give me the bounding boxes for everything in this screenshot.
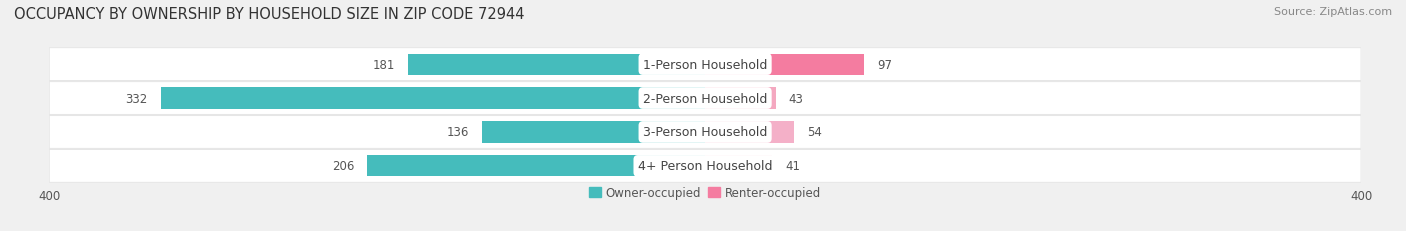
Bar [706, 122, 793, 143]
Bar [408, 54, 706, 75]
Text: OCCUPANCY BY OWNERSHIP BY HOUSEHOLD SIZE IN ZIP CODE 72944: OCCUPANCY BY OWNERSHIP BY HOUSEHOLD SIZE… [14, 7, 524, 22]
Text: 136: 136 [447, 126, 470, 139]
FancyBboxPatch shape [49, 82, 1361, 115]
Text: 206: 206 [332, 160, 354, 173]
Bar [706, 88, 776, 109]
Bar [160, 88, 706, 109]
Text: 4+ Person Household: 4+ Person Household [638, 160, 772, 173]
FancyBboxPatch shape [49, 150, 1361, 182]
Text: 54: 54 [807, 126, 821, 139]
Text: 332: 332 [125, 92, 148, 105]
FancyBboxPatch shape [49, 116, 1361, 149]
Text: 181: 181 [373, 58, 395, 71]
Text: Source: ZipAtlas.com: Source: ZipAtlas.com [1274, 7, 1392, 17]
Text: 2-Person Household: 2-Person Household [643, 92, 768, 105]
Bar [706, 54, 865, 75]
FancyBboxPatch shape [49, 49, 1361, 81]
Text: 3-Person Household: 3-Person Household [643, 126, 768, 139]
Legend: Owner-occupied, Renter-occupied: Owner-occupied, Renter-occupied [585, 182, 825, 204]
Bar [367, 156, 706, 177]
Bar [482, 122, 706, 143]
Text: 1-Person Household: 1-Person Household [643, 58, 768, 71]
Text: 43: 43 [789, 92, 804, 105]
Text: 41: 41 [786, 160, 800, 173]
Bar [706, 156, 772, 177]
Text: 97: 97 [877, 58, 893, 71]
